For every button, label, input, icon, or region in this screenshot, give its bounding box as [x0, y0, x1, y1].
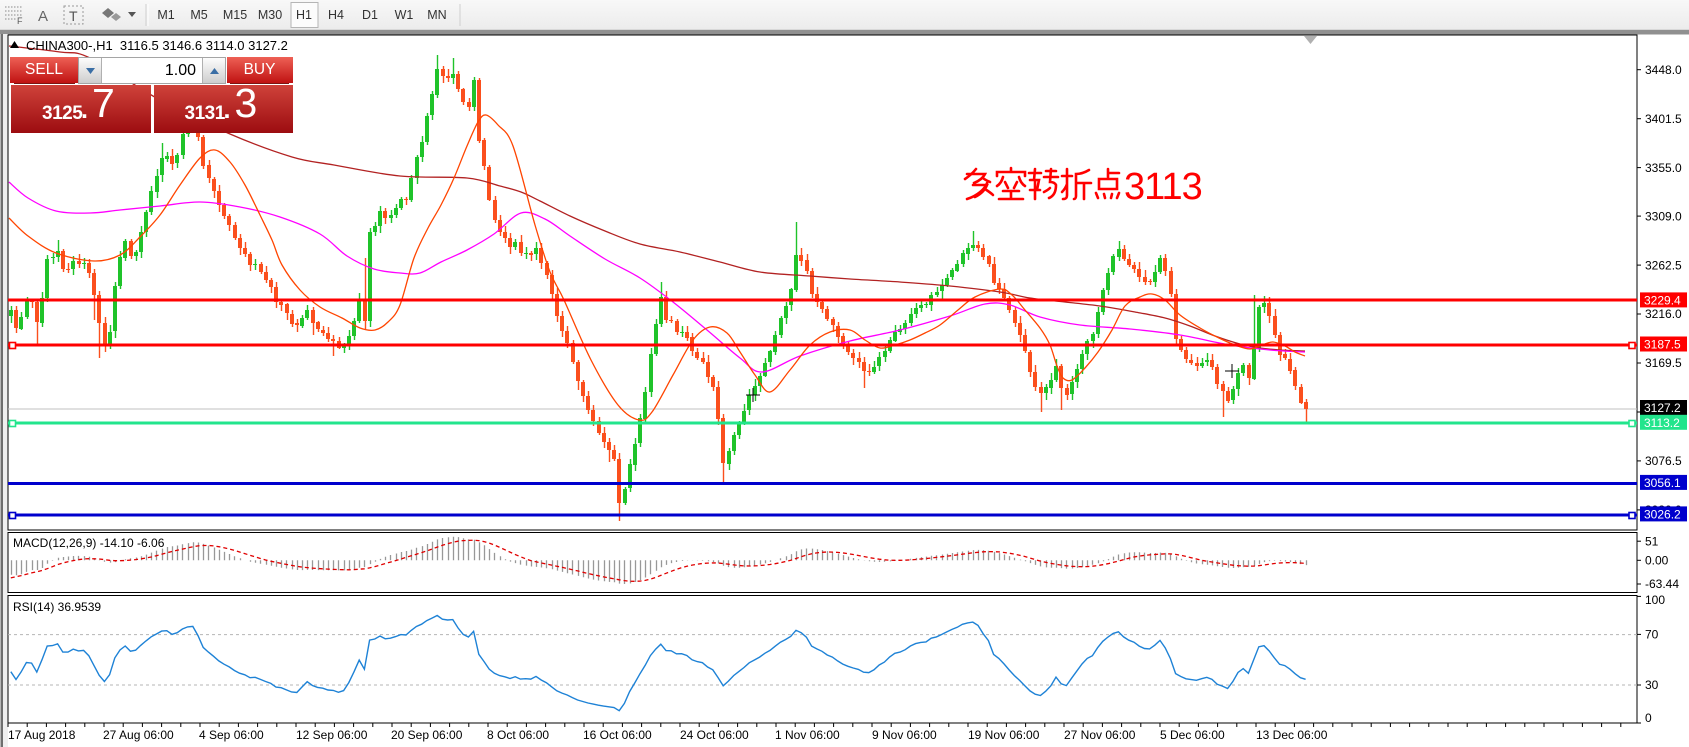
svg-text:3127.2: 3127.2 [1644, 401, 1681, 415]
svg-text:51: 51 [1645, 534, 1659, 548]
svg-text:3216.0: 3216.0 [1645, 307, 1682, 321]
svg-text:MACD(12,26,9) -14.10 -6.06: MACD(12,26,9) -14.10 -6.06 [13, 536, 165, 550]
svg-text:H4: H4 [328, 8, 344, 22]
svg-text:5 Dec 06:00: 5 Dec 06:00 [1160, 728, 1225, 742]
svg-text:20 Sep 06:00: 20 Sep 06:00 [391, 728, 463, 742]
svg-text:3309.0: 3309.0 [1645, 209, 1682, 223]
svg-text:12 Sep 06:00: 12 Sep 06:00 [296, 728, 368, 742]
svg-text:T: T [69, 8, 78, 24]
svg-text:CHINA300-,H1 3116.5 3146.6 31: CHINA300-,H1 3116.5 3146.6 3114.0 3127.2 [26, 38, 288, 53]
svg-text:3076.5: 3076.5 [1645, 454, 1682, 468]
svg-text:3187.5: 3187.5 [1644, 338, 1681, 352]
svg-text:30: 30 [1645, 678, 1659, 692]
svg-text:8 Oct 06:00: 8 Oct 06:00 [487, 728, 549, 742]
svg-text:M1: M1 [157, 8, 174, 22]
svg-text:RSI(14) 36.9539: RSI(14) 36.9539 [13, 600, 101, 614]
svg-text:1 Nov 06:00: 1 Nov 06:00 [775, 728, 840, 742]
svg-text:70: 70 [1645, 628, 1659, 642]
svg-text:3229.4: 3229.4 [1644, 293, 1681, 307]
svg-text:3113: 3113 [1124, 166, 1202, 208]
svg-text:F: F [17, 16, 23, 26]
svg-text:H1: H1 [296, 8, 312, 22]
svg-text:3113.2: 3113.2 [1644, 416, 1680, 430]
svg-text:3262.5: 3262.5 [1645, 258, 1682, 272]
svg-text:19 Nov 06:00: 19 Nov 06:00 [968, 728, 1040, 742]
svg-text:16 Oct 06:00: 16 Oct 06:00 [583, 728, 652, 742]
svg-text:3056.1: 3056.1 [1644, 476, 1681, 490]
svg-text:-63.44: -63.44 [1645, 577, 1679, 591]
svg-text:D1: D1 [362, 8, 378, 22]
svg-text:W1: W1 [395, 8, 414, 22]
svg-text:0: 0 [1645, 711, 1652, 725]
svg-text:3026.2: 3026.2 [1644, 507, 1681, 521]
svg-text:24 Oct 06:00: 24 Oct 06:00 [680, 728, 749, 742]
svg-text:9 Nov 06:00: 9 Nov 06:00 [872, 728, 937, 742]
svg-text:27 Aug 06:00: 27 Aug 06:00 [103, 728, 174, 742]
svg-text:0.00: 0.00 [1645, 554, 1669, 568]
svg-text:M5: M5 [190, 8, 207, 22]
svg-text:M30: M30 [258, 8, 282, 22]
svg-text:100: 100 [1645, 593, 1665, 607]
svg-text:4 Sep 06:00: 4 Sep 06:00 [199, 728, 264, 742]
svg-text:M15: M15 [223, 8, 247, 22]
svg-text:17 Aug 2018: 17 Aug 2018 [8, 728, 76, 742]
svg-text:13 Dec 06:00: 13 Dec 06:00 [1256, 728, 1328, 742]
svg-text:A: A [38, 8, 48, 25]
svg-text:3401.5: 3401.5 [1645, 112, 1682, 126]
svg-text:27 Nov 06:00: 27 Nov 06:00 [1064, 728, 1136, 742]
svg-text:3448.0: 3448.0 [1645, 63, 1682, 77]
svg-text:3169.5: 3169.5 [1645, 356, 1682, 370]
svg-text:MN: MN [427, 8, 446, 22]
svg-text:3355.0: 3355.0 [1645, 161, 1682, 175]
